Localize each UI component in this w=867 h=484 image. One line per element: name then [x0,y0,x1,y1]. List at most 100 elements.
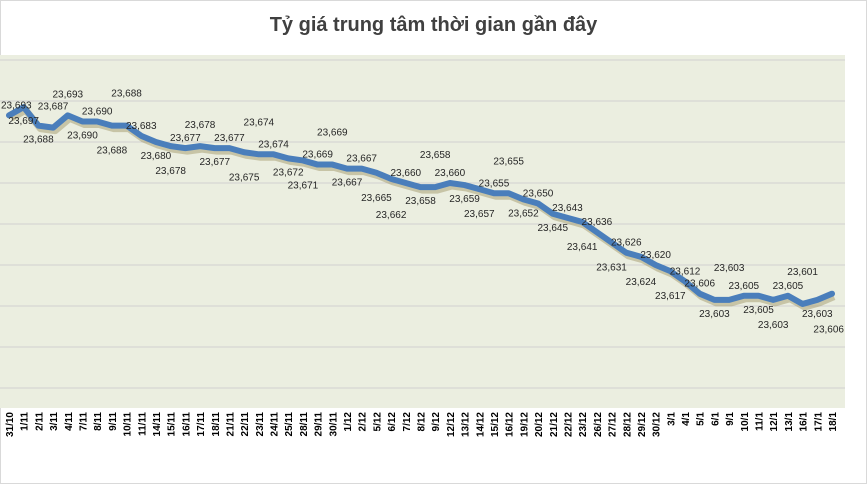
x-tick-label: 16/12 [505,412,516,437]
x-tick-label: 18/11 [211,412,222,437]
data-label: 23,645 [537,223,568,234]
x-tick-label: 2/11 [34,412,45,431]
x-tick-label: 12/12 [446,412,457,437]
data-label: 23,626 [611,238,642,249]
data-label: 23,688 [97,146,128,157]
x-tick-label: 23/11 [255,412,266,437]
x-tick-label: 4/1 [681,412,692,426]
x-tick-label: 15/12 [490,412,501,437]
data-label: 23,620 [640,250,671,261]
x-tick-label: 10/11 [123,412,134,437]
data-label: 23,667 [346,154,377,165]
data-label: 23,678 [155,166,186,177]
data-label: 23,641 [567,242,598,253]
data-label: 23,671 [288,180,319,191]
x-tick-label: 4/11 [64,412,75,431]
data-label: 23,655 [493,156,524,167]
x-tick-label: 21/11 [225,412,236,437]
data-label: 23,605 [773,281,804,292]
x-tick-label: 17/11 [196,412,207,437]
x-tick-label: 6/1 [710,412,721,426]
x-tick-label: 22/11 [240,412,251,437]
data-label: 23,683 [126,121,157,132]
x-tick-label: 3/1 [666,412,677,426]
x-tick-label: 3/11 [49,412,60,431]
data-label: 23,693 [52,89,83,100]
data-label: 23,658 [420,150,451,161]
data-label: 23,674 [244,117,275,128]
x-tick-label: 26/12 [593,412,604,437]
x-tick-label: 16/11 [181,412,192,437]
data-label: 23,674 [258,139,289,150]
x-tick-label: 19/12 [519,412,530,437]
data-label: 23,606 [813,325,844,336]
x-tick-label: 29/11 [314,412,325,437]
x-tick-label: 8/11 [93,412,104,431]
x-tick-label: 5/12 [372,412,383,432]
data-label: 23,677 [170,133,201,144]
data-label: 23,658 [405,196,436,207]
data-label: 23,652 [508,208,539,219]
x-tick-label: 11/11 [137,412,148,436]
data-label: 23,660 [391,168,422,179]
data-label: 23,665 [361,193,392,204]
data-label: 23,631 [596,262,627,273]
x-tick-label: 12/1 [769,412,780,432]
data-label: 23,603 [802,309,833,320]
x-tick-label: 24/11 [270,412,281,437]
chart-title: Tỷ giá trung tâm thời gian gần đây [269,14,598,36]
x-tick-label: 7/12 [402,412,413,432]
x-tick-label: 5/1 [696,412,707,426]
plot-area [0,55,845,408]
x-tick-label: 30/11 [328,412,339,437]
data-label: 23,617 [655,291,686,302]
data-label: 23,657 [464,209,495,220]
data-label: 23,643 [552,203,583,214]
data-label: 23,603 [699,309,730,320]
x-tick-label: 9/1 [725,412,736,426]
data-label: 23,605 [729,281,760,292]
data-label: 23,601 [787,267,818,278]
x-tick-label: 25/11 [284,412,295,437]
x-tick-label: 2/12 [358,412,369,432]
x-tick-label: 1/11 [20,412,31,431]
data-label: 23,680 [141,151,172,162]
data-label: 23,678 [185,120,216,131]
x-tick-label: 6/12 [387,412,398,432]
data-label: 23,672 [273,167,304,178]
x-tick-label: 31/10 [5,412,16,437]
x-tick-label: 13/12 [461,412,472,437]
data-label: 23,636 [582,217,613,228]
data-label: 23,669 [317,128,348,139]
data-label: 23,605 [743,305,774,316]
x-tick-label: 23/12 [578,412,589,437]
x-tick-label: 29/12 [637,412,648,437]
data-label: 23,624 [626,277,657,288]
data-label: 23,693 [1,100,32,111]
x-tick-label: 14/11 [152,412,163,437]
x-tick-label: 30/12 [652,412,663,437]
x-tick-label: 1/12 [343,412,354,432]
data-label: 23,603 [714,263,745,274]
x-tick-label: 16/1 [799,412,810,432]
x-tick-label: 27/12 [608,412,619,437]
x-tick-label: 9/11 [108,412,119,431]
data-label: 23,659 [449,194,480,205]
data-label: 23,662 [376,210,407,221]
data-label: 23,675 [229,172,260,183]
data-label: 23,603 [758,320,789,331]
x-tick-label: 7/11 [78,412,89,431]
x-tick-label: 28/12 [622,412,633,437]
data-label: 23,697 [8,116,39,127]
data-label: 23,677 [214,133,245,144]
data-label: 23,650 [523,189,554,200]
x-tick-label: 14/12 [475,412,486,437]
data-label: 23,688 [111,89,142,100]
x-tick-label: 13/1 [784,412,795,432]
data-label: 23,688 [23,135,54,146]
x-tick-label: 8/12 [417,412,428,432]
x-tick-label: 22/12 [563,412,574,437]
data-label: 23,690 [67,131,98,142]
data-label: 23,687 [38,102,69,113]
